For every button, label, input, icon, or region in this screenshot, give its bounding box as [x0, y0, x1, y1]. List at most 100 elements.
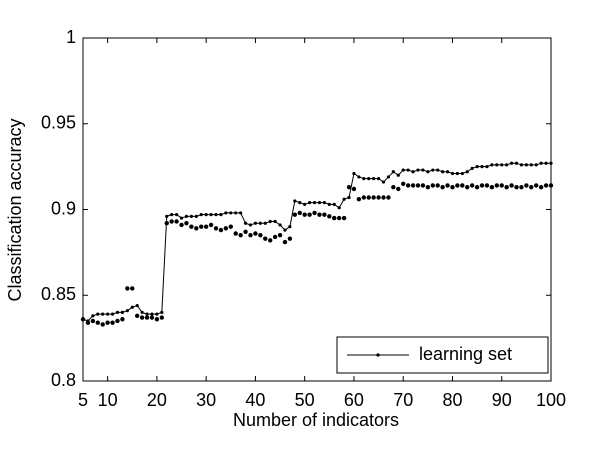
data-point [401, 181, 406, 186]
data-point [351, 186, 357, 192]
data-point [421, 168, 425, 172]
data-point [524, 163, 528, 167]
data-point [184, 214, 189, 218]
data-point [460, 171, 464, 176]
data-point [490, 163, 494, 167]
y-tick-label: 0.9 [51, 198, 76, 218]
data-point [450, 171, 455, 176]
y-axis-label: Classification accuracy [5, 118, 25, 301]
x-tick-label: 80 [442, 390, 462, 410]
data-point [529, 185, 534, 190]
data-point [362, 177, 366, 181]
data-point [253, 221, 258, 225]
data-point [160, 310, 164, 314]
data-point [426, 170, 430, 174]
data-point [224, 211, 228, 215]
data-point [95, 320, 100, 325]
data-point [169, 219, 174, 224]
data-point [223, 226, 229, 231]
data-point [425, 185, 431, 190]
data-point [100, 322, 105, 327]
data-point [96, 312, 100, 316]
data-point [278, 223, 282, 227]
x-tick-label: 5 [78, 390, 88, 410]
data-point [145, 312, 149, 316]
data-point [534, 183, 539, 188]
data-point [268, 238, 273, 243]
data-point [219, 213, 223, 217]
data-point [298, 201, 302, 205]
data-point [534, 163, 538, 167]
data-point [175, 213, 179, 217]
data-point [85, 320, 91, 325]
data-point [164, 221, 169, 226]
data-point [302, 212, 307, 217]
data-point [154, 317, 160, 322]
data-point [80, 317, 86, 322]
data-point [376, 195, 381, 200]
data-point [367, 177, 371, 181]
data-point [346, 185, 352, 190]
plot-area [82, 37, 552, 382]
data-point [170, 213, 174, 217]
data-point [543, 183, 549, 188]
data-point [297, 210, 302, 216]
data-point [312, 210, 317, 216]
data-point [455, 171, 459, 176]
data-point [263, 236, 268, 241]
data-point [460, 183, 465, 188]
data-point [106, 312, 110, 316]
data-point [292, 212, 298, 217]
data-point [376, 177, 381, 181]
y-tick-label: 1 [66, 27, 76, 47]
x-tick-label: 10 [98, 390, 118, 410]
data-point [179, 216, 184, 220]
data-point [214, 213, 218, 217]
data-point [356, 197, 362, 202]
data-point [416, 168, 420, 172]
legend-label: learning set [419, 344, 512, 364]
data-point [134, 313, 140, 319]
data-point [469, 183, 475, 188]
data-point [544, 161, 548, 165]
data-point [105, 320, 110, 325]
data-point [199, 224, 204, 229]
data-point [347, 195, 351, 200]
data-point [342, 197, 346, 201]
data-point [139, 315, 145, 320]
data-point [441, 170, 445, 174]
y-tick-label: 0.95 [41, 113, 76, 133]
data-point [155, 312, 159, 316]
data-point [519, 163, 524, 167]
data-point [272, 234, 278, 240]
data-point [494, 183, 500, 188]
data-point [430, 183, 435, 188]
data-point [144, 315, 150, 320]
data-point [308, 201, 312, 205]
data-point [203, 224, 209, 229]
data-point [327, 214, 332, 219]
data-point [465, 170, 469, 174]
data-point [248, 233, 253, 238]
data-point [495, 163, 499, 167]
data-point [179, 222, 184, 228]
data-point [253, 231, 258, 236]
data-point [149, 315, 155, 320]
data-point [386, 195, 391, 200]
data-point [303, 202, 307, 206]
data-point [411, 170, 415, 174]
data-point [130, 305, 134, 309]
data-point [194, 226, 199, 231]
data-point [283, 228, 287, 232]
data-point [268, 219, 272, 224]
data-point [208, 222, 214, 228]
data-point [228, 224, 233, 229]
data-point [436, 168, 440, 172]
x-tick-label: 30 [196, 390, 216, 410]
data-point [361, 195, 366, 200]
data-point [509, 161, 514, 165]
data-point [549, 161, 553, 165]
data-point [150, 312, 154, 316]
data-point [307, 212, 312, 217]
data-point [509, 183, 514, 188]
